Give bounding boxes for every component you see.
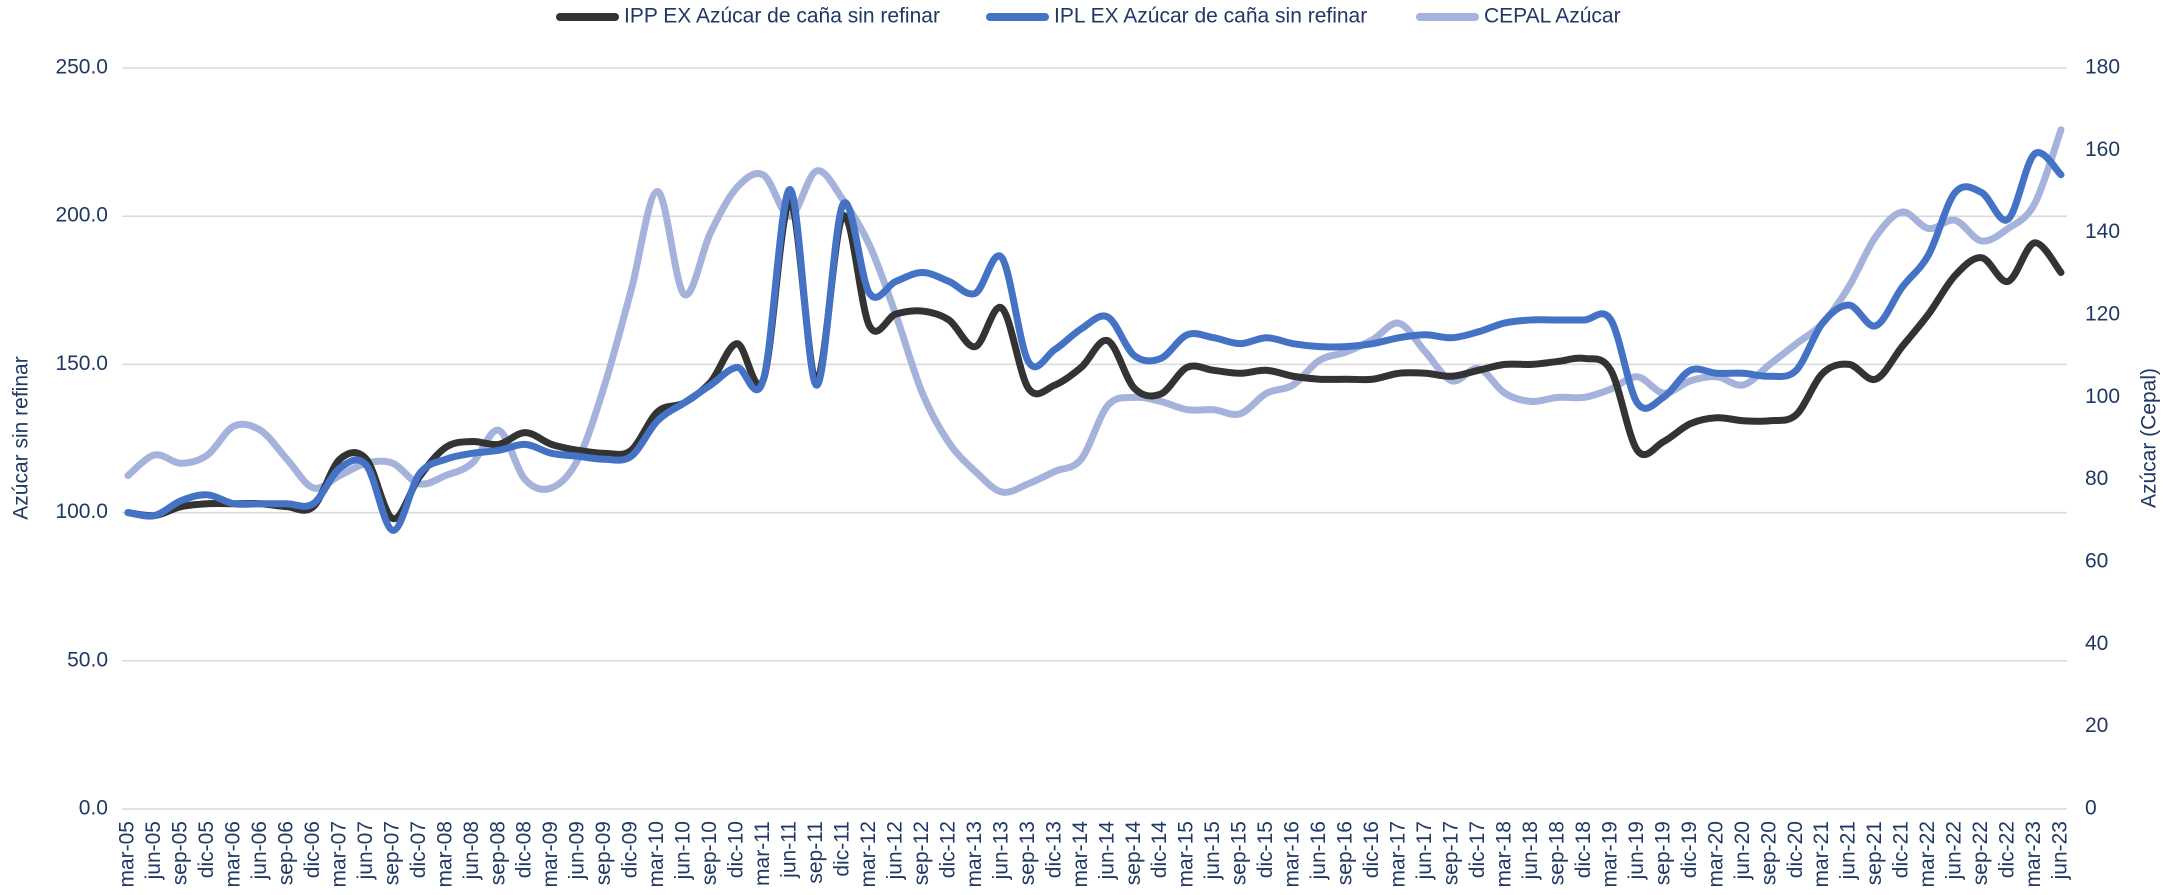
- x-tick-label: dic-16: [1360, 821, 1383, 878]
- x-tick-label: dic-09: [619, 821, 642, 878]
- y2-tick-label: 160: [2085, 138, 2120, 161]
- x-tick-label: jun-21: [1837, 821, 1860, 880]
- y2-tick-label: 0: [2085, 797, 2097, 820]
- x-tick-label: jun-22: [1943, 821, 1966, 880]
- x-tick-label: dic-10: [725, 821, 748, 878]
- x-tick-label: mar-16: [1281, 821, 1304, 888]
- series-line: [128, 153, 2061, 531]
- x-tick-label: jun-16: [1307, 821, 1330, 880]
- x-tick-label: jun-15: [1201, 821, 1224, 880]
- y2-tick-label: 180: [2085, 56, 2120, 79]
- x-tick-label: mar-15: [1175, 821, 1198, 888]
- x-tick-label: mar-13: [963, 821, 986, 888]
- x-tick-label: jun-05: [142, 821, 165, 880]
- y-tick-label: 100.0: [55, 500, 108, 523]
- x-tick-label: mar-19: [1598, 821, 1621, 888]
- y2-tick-label: 120: [2085, 303, 2120, 326]
- x-tick-label: sep-16: [1334, 821, 1357, 885]
- x-tick-label: mar-18: [1492, 821, 1515, 888]
- x-tick-label: jun-06: [248, 821, 271, 880]
- x-tick-label: jun-14: [1095, 821, 1118, 881]
- x-tick-label: sep-07: [380, 821, 403, 885]
- x-tick-label: sep-20: [1757, 821, 1780, 885]
- x-tick-label: mar-09: [539, 821, 562, 888]
- x-tick-label: dic-18: [1572, 821, 1595, 878]
- y2-tick-label: 40: [2085, 632, 2108, 655]
- x-tick-label: sep-12: [910, 821, 933, 885]
- x-tick-label: dic-22: [1996, 821, 2019, 878]
- legend-label: IPP EX Azúcar de caña sin refinar: [624, 5, 940, 28]
- y2-tick-label: 60: [2085, 550, 2108, 573]
- x-tick-label: jun-10: [672, 821, 695, 880]
- x-tick-label: sep-13: [1016, 821, 1039, 885]
- legend-label: CEPAL Azúcar: [1484, 5, 1621, 28]
- x-tick-label: mar-17: [1387, 821, 1410, 888]
- x-tick-label: mar-12: [857, 821, 880, 888]
- x-tick-label: sep-10: [698, 821, 721, 885]
- x-tick-label: sep-15: [1228, 821, 1251, 885]
- x-tick-label: mar-23: [2022, 821, 2045, 888]
- x-tick-label: dic-05: [195, 821, 218, 878]
- x-tick-label: jun-19: [1625, 821, 1648, 880]
- x-tick-label: dic-08: [513, 821, 536, 878]
- x-tick-label: sep-14: [1122, 821, 1145, 886]
- x-tick-label: jun-08: [460, 821, 483, 880]
- x-tick-label: mar-05: [116, 821, 139, 888]
- x-tick-label: dic-20: [1784, 821, 1807, 878]
- x-tick-label: dic-07: [407, 821, 430, 878]
- x-tick-label: sep-09: [592, 821, 615, 885]
- x-tick-label: mar-21: [1810, 821, 1833, 888]
- x-tick-label: dic-11: [830, 821, 853, 877]
- y-tick-label: 250.0: [55, 56, 108, 79]
- x-tick-label: mar-14: [1069, 821, 1092, 888]
- x-tick-label: jun-18: [1519, 821, 1542, 880]
- y-tick-label: 150.0: [55, 352, 108, 375]
- y2-tick-label: 100: [2085, 385, 2120, 408]
- x-tick-label: sep-22: [1969, 821, 1992, 885]
- series-line: [128, 130, 2061, 493]
- x-tick-label: mar-07: [327, 821, 350, 888]
- x-tick-label: dic-17: [1466, 821, 1489, 878]
- x-tick-label: dic-06: [301, 821, 324, 878]
- y-tick-label: 0.0: [79, 797, 108, 820]
- x-tick-label: mar-10: [645, 821, 668, 888]
- x-tick-label: jun-20: [1731, 821, 1754, 880]
- y2-axis-label: Azúcar (Cepal): [2138, 368, 2161, 508]
- x-tick-label: jun-09: [566, 821, 589, 880]
- y2-tick-label: 140: [2085, 220, 2120, 243]
- x-tick-label: mar-22: [1916, 821, 1939, 888]
- x-tick-label: mar-11: [751, 821, 774, 886]
- x-tick-label: jun-11: [778, 821, 801, 879]
- chart: Azúcar sin refinar Azúcar (Cepal) 0.0 50.…: [0, 0, 2170, 895]
- x-tick-label: jun-23: [2049, 821, 2072, 880]
- x-tick-label: jun-13: [989, 821, 1012, 880]
- y-tick-label: 50.0: [67, 648, 108, 671]
- x-tick-label: sep-19: [1651, 821, 1674, 885]
- x-tick-label: sep-05: [169, 821, 192, 885]
- x-tick-label: sep-08: [486, 821, 509, 885]
- x-tick-label: sep-21: [1863, 821, 1886, 885]
- x-tick-label: mar-08: [433, 821, 456, 888]
- x-tick-label: sep-11: [804, 821, 827, 884]
- x-tick-label: mar-20: [1704, 821, 1727, 888]
- y2-tick-label: 80: [2085, 467, 2108, 490]
- x-tick-label: jun-17: [1413, 821, 1436, 880]
- legend-label: IPL EX Azúcar de caña sin refinar: [1054, 5, 1367, 28]
- y-axis-label: Azúcar sin refinar: [10, 356, 33, 519]
- y2-tick-label: 20: [2085, 714, 2108, 737]
- x-tick-label: mar-06: [221, 821, 244, 888]
- x-tick-label: jun-07: [354, 821, 377, 880]
- x-tick-label: dic-19: [1678, 821, 1701, 878]
- x-tick-label: dic-21: [1890, 821, 1913, 878]
- x-tick-label: dic-14: [1148, 821, 1171, 879]
- x-tick-label: dic-15: [1254, 821, 1277, 878]
- y-tick-label: 200.0: [55, 204, 108, 227]
- x-tick-label: sep-17: [1440, 821, 1463, 885]
- x-tick-label: sep-18: [1545, 821, 1568, 885]
- x-tick-label: sep-06: [274, 821, 297, 885]
- x-tick-label: jun-12: [883, 821, 906, 880]
- x-tick-label: dic-12: [936, 821, 959, 878]
- x-tick-label: dic-13: [1042, 821, 1065, 878]
